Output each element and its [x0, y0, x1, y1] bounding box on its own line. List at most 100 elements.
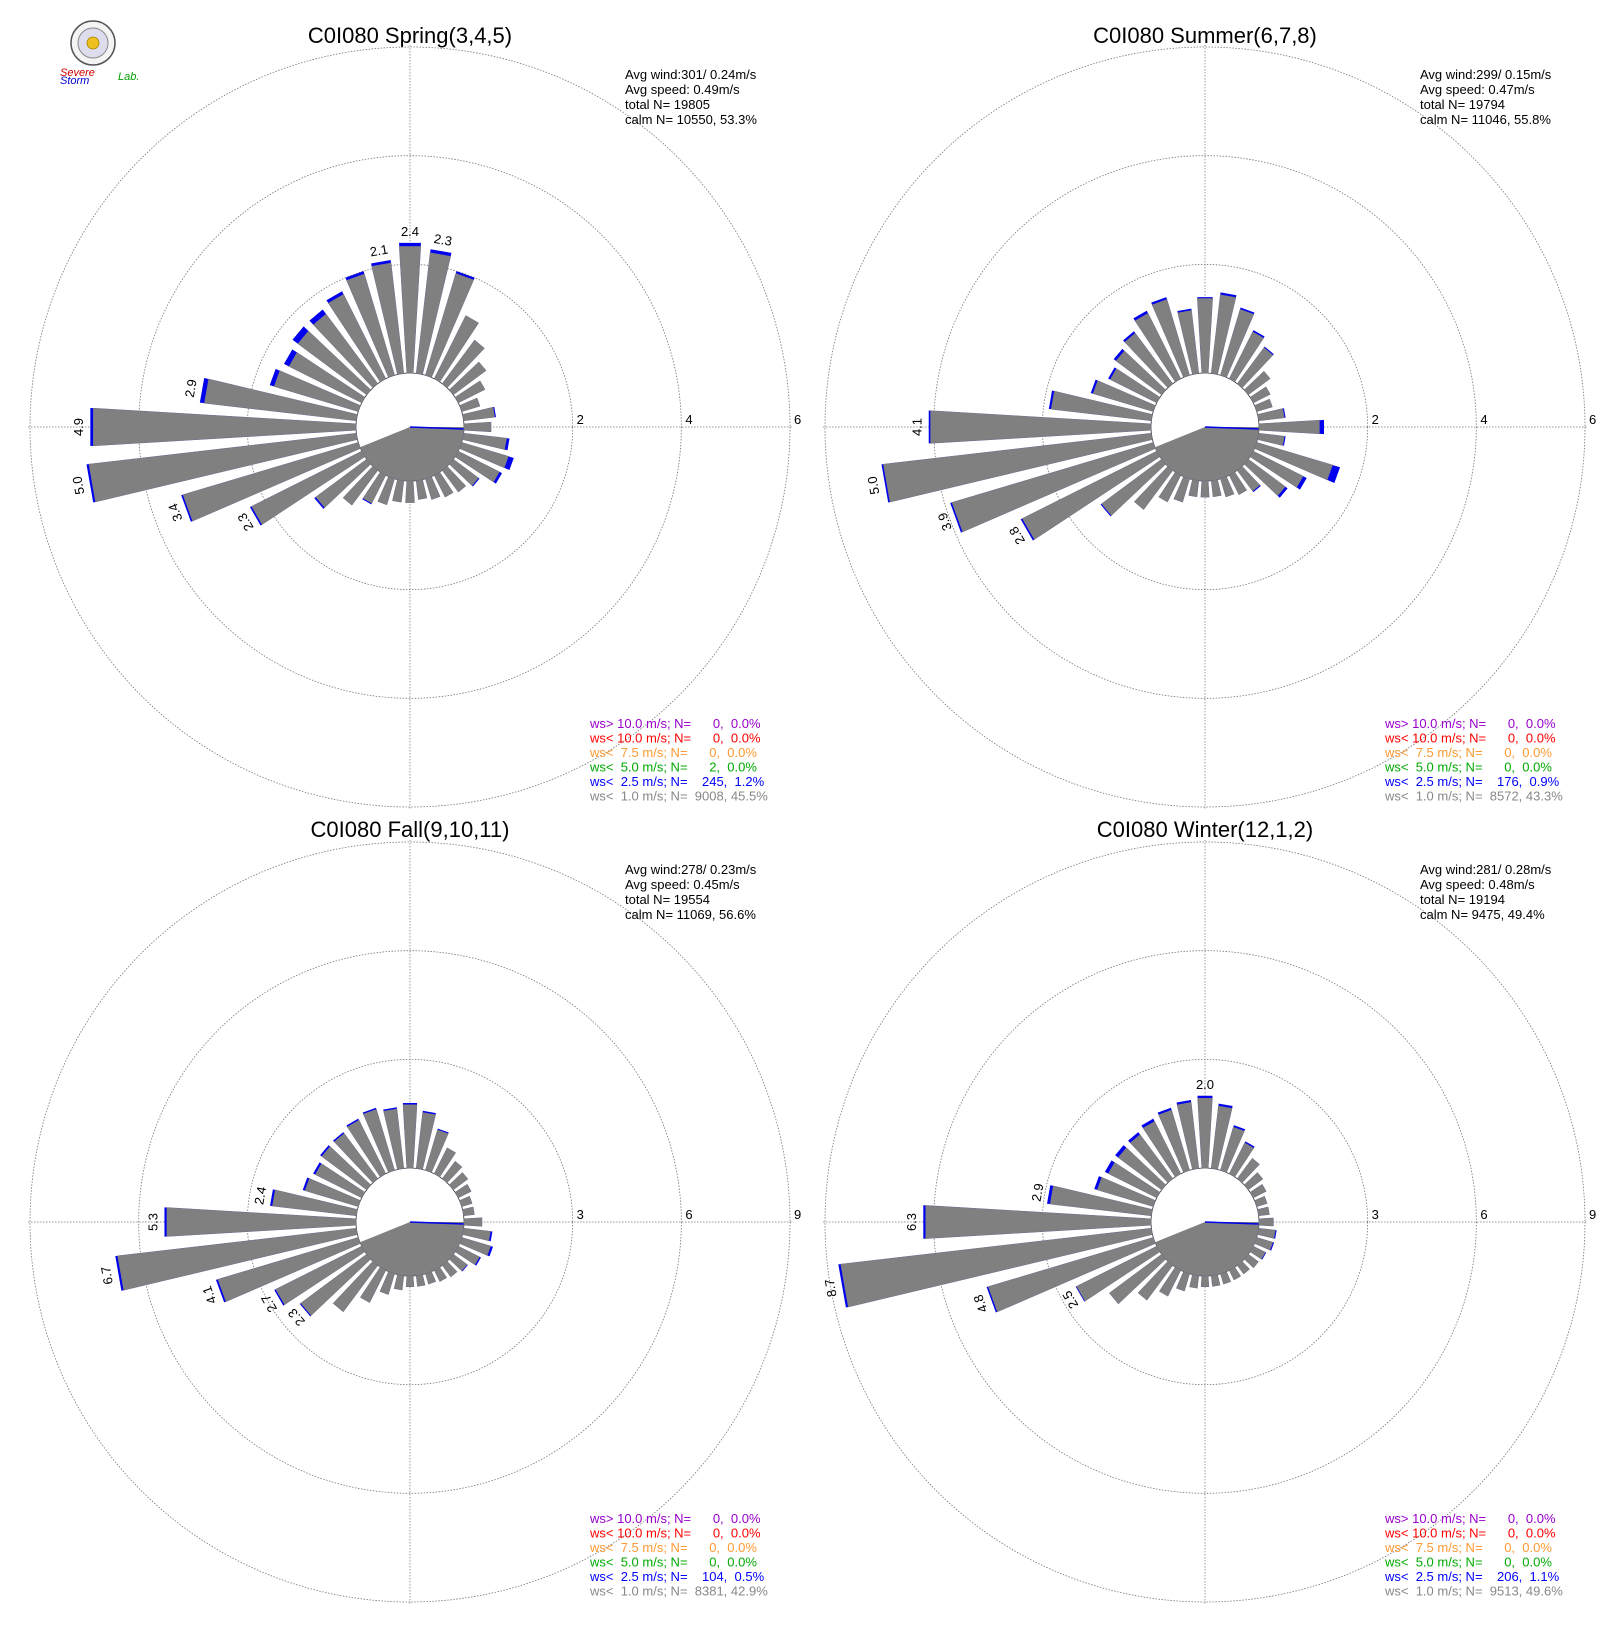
legend-entry: ws> 10.0 m/s; N= 0, 0.0% — [1384, 1511, 1556, 1526]
avg-wind: Avg wind:299/ 0.15m/s — [1420, 67, 1552, 82]
wind-bar — [377, 476, 395, 506]
wind-bar — [459, 397, 481, 412]
wind-bar — [1258, 419, 1320, 435]
stats-block: Avg wind:299/ 0.15m/s Avg speed: 0.47m/s… — [1420, 67, 1552, 127]
wind-bar-cap — [371, 260, 391, 267]
wind-bar-cap — [90, 408, 94, 446]
wind-bar-cap — [950, 502, 963, 533]
wind-bar — [1249, 386, 1271, 404]
wind-bar — [1257, 1227, 1276, 1239]
wind-bar-cap — [493, 406, 497, 418]
wind-bar-cap — [986, 1286, 998, 1313]
wind-bar — [1133, 465, 1174, 510]
legend-entry: ws< 7.5 m/s; N= 0, 0.0% — [1384, 745, 1552, 760]
wind-bar-cap — [437, 1128, 449, 1134]
wind-bar — [398, 245, 422, 374]
avg-speed: Avg speed: 0.48m/s — [1420, 877, 1535, 892]
wind-bar-cap — [881, 464, 890, 503]
wind-bar — [1236, 1260, 1250, 1275]
avg-wind-vector — [1204, 426, 1260, 430]
legend-entry: ws< 1.0 m/s; N= 8381, 42.9% — [589, 1584, 768, 1599]
wind-bar — [1158, 471, 1182, 503]
wind-bar — [454, 1183, 472, 1199]
bar-value-label: 4.1 — [910, 418, 925, 436]
wind-bar-cap — [1197, 1095, 1213, 1098]
wind-bar-cap — [1113, 348, 1125, 361]
wind-bar-cap — [302, 1177, 310, 1191]
wind-bar-cap — [1151, 297, 1167, 305]
wind-bar — [1254, 1195, 1268, 1207]
wind-bar-cap — [1176, 1099, 1192, 1105]
range-ring — [138, 950, 682, 1494]
wind-bar-cap — [399, 242, 421, 247]
bar-value-label: 4.1 — [199, 1284, 219, 1306]
avg-wind: Avg wind:278/ 0.23m/s — [625, 862, 757, 877]
wind-bar — [441, 1160, 463, 1184]
wind-bar-cap — [1264, 346, 1274, 355]
wind-bar-cap — [309, 309, 326, 325]
bar-value-label: 3.4 — [165, 501, 185, 523]
wind-bar-cap — [928, 410, 931, 444]
legend-entry: ws< 1.0 m/s; N= 9008, 45.5% — [589, 789, 768, 804]
wind-bar-cap — [1244, 1141, 1255, 1148]
wind-bar-cap — [1108, 367, 1117, 380]
wind-bar-cap — [1296, 476, 1307, 490]
wind-bar-cap — [504, 438, 510, 451]
calm-sector — [359, 427, 464, 481]
range-ring — [29, 46, 791, 808]
wind-bar-cap — [345, 271, 365, 281]
wind-bar-cap — [1128, 1132, 1140, 1143]
stats-block: Avg wind:278/ 0.23m/s Avg speed: 0.45m/s… — [625, 862, 757, 922]
chart-title: C0I080 Summer(6,7,8) — [1093, 23, 1317, 48]
wind-bar — [1220, 1271, 1232, 1285]
logo-text-storm: Storm — [60, 75, 89, 87]
ring-label: 2 — [1372, 412, 1379, 427]
wind-bar-cap — [313, 1162, 322, 1175]
wind-bar — [392, 479, 405, 503]
legend-entry: ws< 2.5 m/s; N= 206, 1.1% — [1384, 1569, 1560, 1584]
legend: ws> 10.0 m/s; N= 0, 0.0%ws< 10.0 m/s; N=… — [1384, 1511, 1563, 1599]
ring-label: 6 — [685, 1207, 692, 1222]
total-n: total N= 19805 — [625, 97, 710, 112]
wind-bar — [1200, 480, 1210, 498]
bar-value-label: 5.0 — [864, 475, 882, 495]
avg-wind-vector — [1204, 1221, 1260, 1225]
legend: ws> 10.0 m/s; N= 0, 0.0%ws< 10.0 m/s; N=… — [1384, 716, 1563, 804]
legend-entry: ws< 7.5 m/s; N= 0, 0.0% — [1384, 1540, 1552, 1555]
wind-bar-cap — [472, 477, 480, 487]
calm-n: calm N= 11046, 55.8% — [1420, 112, 1551, 127]
wind-bar — [1173, 476, 1190, 503]
wind-bar-cap — [1218, 1103, 1233, 1109]
wind-bar — [402, 1104, 418, 1169]
wind-bar-cap — [422, 1110, 436, 1115]
wind-bar — [1189, 1274, 1200, 1289]
wind-bars: 2.32.74.16.75.32.4 — [98, 1103, 493, 1329]
wind-bar-cap — [362, 498, 372, 505]
wind-bar-cap — [1277, 486, 1288, 498]
wind-bar — [1158, 1266, 1182, 1297]
wind-bar — [1137, 1260, 1174, 1301]
bar-value-label: 2.3 — [234, 510, 256, 533]
wind-bar — [1249, 1183, 1267, 1199]
wind-bar-cap — [1282, 436, 1286, 446]
legend-entry: ws< 2.5 m/s; N= 176, 0.9% — [1384, 774, 1560, 789]
wind-bar-cap — [164, 1207, 167, 1237]
bar-value-label: 2.7 — [258, 1292, 280, 1315]
avg-wind: Avg wind:281/ 0.28m/s — [1420, 862, 1552, 877]
wind-bar — [1210, 479, 1222, 498]
bar-value-label: 2.9 — [182, 378, 200, 398]
wind-bar-cap — [1094, 1176, 1102, 1190]
wind-bar — [441, 465, 467, 493]
wind-rose-summer: C0I080 Summer(6,7,8) 2 4 6 2.8 3.9 5.0 4.1 Av… — [823, 23, 1596, 809]
calm-n: calm N= 10550, 53.3% — [625, 112, 757, 127]
wind-bar-cap — [1157, 1107, 1172, 1115]
wind-bar — [415, 1274, 426, 1287]
ring-label: 6 — [1480, 1207, 1487, 1222]
wind-bar-cap — [215, 1279, 226, 1303]
wind-bar-cap — [1282, 408, 1286, 418]
wind-bar-cap — [181, 494, 193, 522]
legend-entry: ws< 5.0 m/s; N= 0, 0.0% — [589, 1555, 757, 1570]
wind-bar-cap — [1123, 331, 1136, 342]
legend-entry: ws< 10.0 m/s; N= 0, 0.0% — [589, 731, 761, 746]
wind-bar-cap — [1115, 1145, 1127, 1158]
